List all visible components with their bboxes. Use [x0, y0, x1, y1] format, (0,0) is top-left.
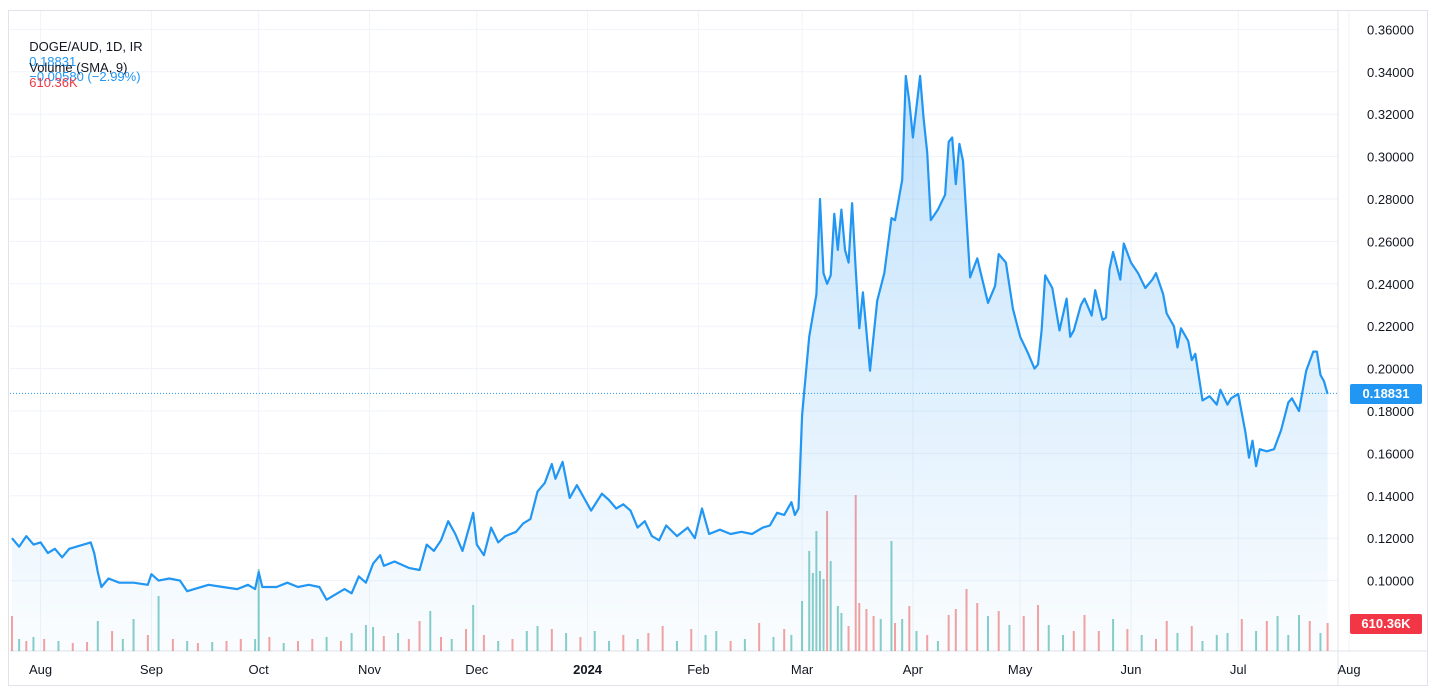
last-price: 0.18831 [29, 54, 77, 69]
x-tick-label: Jul [1230, 662, 1247, 677]
x-tick-label: Jun [1120, 662, 1141, 677]
y-tick-label: 0.20000 [1367, 362, 1414, 377]
y-tick-label: 0.28000 [1367, 192, 1414, 207]
y-tick-label: 0.16000 [1367, 446, 1414, 461]
volume-value: 610.36K [29, 75, 78, 90]
price-axis-tag: 0.18831 [1350, 384, 1422, 404]
y-axis: 0.36000 0.34000 0.32000 0.30000 0.28000 0.260… [1367, 22, 1414, 588]
x-tick-label: Apr [903, 662, 924, 677]
x-tick-label: Oct [249, 662, 270, 677]
y-tick-label: 0.22000 [1367, 319, 1414, 334]
price-line [10, 74, 1338, 601]
x-tick-label: May [1008, 662, 1033, 677]
legend-volume-row: Volume (SMA, 9) 610.36K [22, 45, 132, 90]
y-tick-label: 0.36000 [1367, 22, 1414, 37]
volume-axis-tag: 610.36K [1350, 614, 1422, 634]
y-tick-label: 0.24000 [1367, 277, 1414, 292]
x-tick-label: Feb [687, 662, 709, 677]
legend-price-row: DOGE/AUD, 1D, IR 0.18831 −0.00580 (−2.99… [22, 24, 147, 84]
x-tick-label: 2024 [573, 662, 603, 677]
price-line-path [11, 74, 1329, 601]
x-tick-label: Aug [1337, 662, 1360, 677]
x-tick-label: Dec [465, 662, 489, 677]
y-tick-label: 0.26000 [1367, 234, 1414, 249]
y-tick-label: 0.10000 [1367, 574, 1414, 589]
x-axis: Aug Sep Oct Nov Dec 2024 Feb Mar Apr May Jun Jul Aug [29, 662, 1361, 677]
y-tick-label: 0.34000 [1367, 65, 1414, 80]
y-tick-label: 0.12000 [1367, 531, 1414, 546]
x-tick-label: Sep [140, 662, 163, 677]
x-tick-label: Mar [791, 662, 814, 677]
symbol-label[interactable]: DOGE/AUD, 1D, IR [29, 39, 143, 54]
price-area [12, 76, 1328, 651]
price-area-fill [12, 76, 1328, 651]
y-tick-label: 0.18000 [1367, 404, 1414, 419]
y-tick-label: 0.30000 [1367, 150, 1414, 165]
y-tick-label: 0.32000 [1367, 107, 1414, 122]
y-tick-label: 0.14000 [1367, 489, 1414, 504]
x-tick-label: Aug [29, 662, 52, 677]
chart-frame [8, 10, 1428, 686]
price-change: −0.00580 (−2.99%) [29, 69, 141, 84]
x-tick-label: Nov [358, 662, 382, 677]
volume-label[interactable]: Volume (SMA, 9) [29, 60, 128, 75]
